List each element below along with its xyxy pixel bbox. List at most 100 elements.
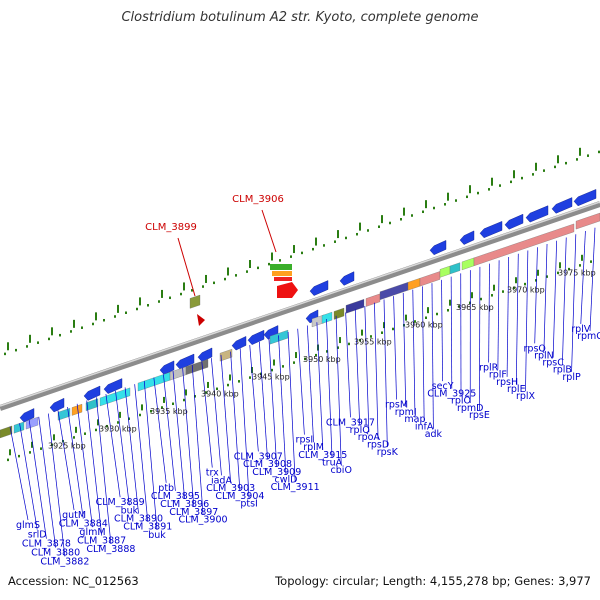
gene-label-layer: glmSsrlDCLM_3878CLM_3880CLM_3882gutMCLM_… [16,324,600,567]
leader-line [182,367,195,507]
gene-block [85,398,99,411]
backbone-highlight [0,201,600,407]
gc-dot [136,307,138,311]
highlight-gene-block [274,277,292,281]
kbp-label: 3930 kbp [99,424,137,433]
gc-dot [312,247,314,251]
gc-dot [81,326,83,329]
gene-label: CLM_3887 [77,536,126,547]
gc-dot [480,297,482,301]
highlight-leader [261,209,277,253]
kbp-label: 3940 kbp [201,390,239,399]
leader-line [191,364,204,515]
gene-label: rpmD [457,403,484,414]
gc-dot [194,395,196,398]
leader-line [201,361,213,468]
leader-line [134,384,149,522]
gc-dot [92,322,94,326]
gc-dot [546,275,548,278]
gc-dot [301,251,303,255]
gene-block [365,293,381,307]
leader-line [115,390,130,506]
leader-line [230,351,241,491]
leader-line [268,338,278,467]
gc-dot [400,218,402,221]
gene-label: CLM_3896 [160,499,209,510]
gc-dot [579,264,581,267]
leader-line [354,309,361,425]
gene-label: CLM_3878 [22,539,71,550]
gene-arrow [339,271,355,286]
gene-label: rpsE [469,410,490,421]
gene-block [13,421,25,434]
gene-block [0,425,13,439]
gene-label: rplM [303,442,324,453]
gene-label: rpmC [577,331,600,342]
gene-label: rplF [489,370,507,381]
gc-dot [257,266,259,270]
gene-block [269,329,289,345]
gc-dot [565,161,567,165]
leader-line [374,302,379,440]
gene-label: glmM [79,527,105,538]
leader-line [124,387,139,514]
gc-dot [557,271,559,275]
kbp-label: 3970 kbp [507,286,545,295]
gene-block [185,359,209,375]
gene-block [57,407,71,421]
gene-label: CLM_3890 [114,514,163,525]
gc-dot [238,380,240,383]
gc-dot [414,320,416,323]
gc-dot [103,318,105,322]
leader-line [543,243,548,351]
gc-dot [271,368,273,372]
leader-line [412,289,416,415]
gene-label: ptsI [240,499,258,510]
gene-label: rplQ [350,425,370,436]
kbp-label: 3965 kbp [456,303,494,312]
gc-dot [488,188,490,191]
gene-label: ptb [158,483,174,494]
gc-dot [576,158,578,161]
gene-block [25,416,39,430]
gc-dot [37,341,39,344]
highlight-label-clm3906: CLM_3906 [232,194,284,205]
gene-arrow [103,378,123,394]
gc-dot [477,191,479,195]
gene-label: rplO [451,396,471,407]
gene-label: CLM_3895 [151,491,200,502]
gc-dot [499,184,501,187]
leader-line [364,305,370,433]
gc-dot [304,357,306,361]
gene-label: CLM_3908 [243,459,292,470]
gene-label: rplX [516,391,536,402]
gene-label: CLM_3900 [179,515,228,526]
gc-dot [392,327,394,331]
gc-dot [491,294,493,297]
kbp-label: 3960 kbp [405,320,443,329]
leader-line [38,416,56,548]
gc-dot [205,391,207,394]
gc-dot [213,281,215,285]
gene-arrow [573,189,597,207]
gene-label: CLM_3889 [96,497,145,508]
gc-dot [359,338,361,342]
gene-label: CLM_3888 [86,544,135,555]
gene-label: CLM_3882 [40,556,89,567]
gc-dot [436,312,438,316]
gene-label: CLM_3911 [271,482,320,493]
gc-dot [568,267,570,271]
gc-dot [521,176,523,180]
map-title: Clostridium botulinum A2 str. Kyoto, com… [121,10,479,25]
gc-dot [323,244,325,247]
leader-line [506,257,510,377]
gc-dot [172,402,174,406]
gene-label: map [404,414,425,425]
gene-arrow [479,221,503,239]
gene-label: CLM_3909 [252,467,301,478]
gc-dot [425,316,427,319]
kbp-label: 3935 kbp [150,407,188,416]
gc-dot [370,335,372,338]
gc-dot [422,210,424,214]
gc-dot [158,300,160,303]
